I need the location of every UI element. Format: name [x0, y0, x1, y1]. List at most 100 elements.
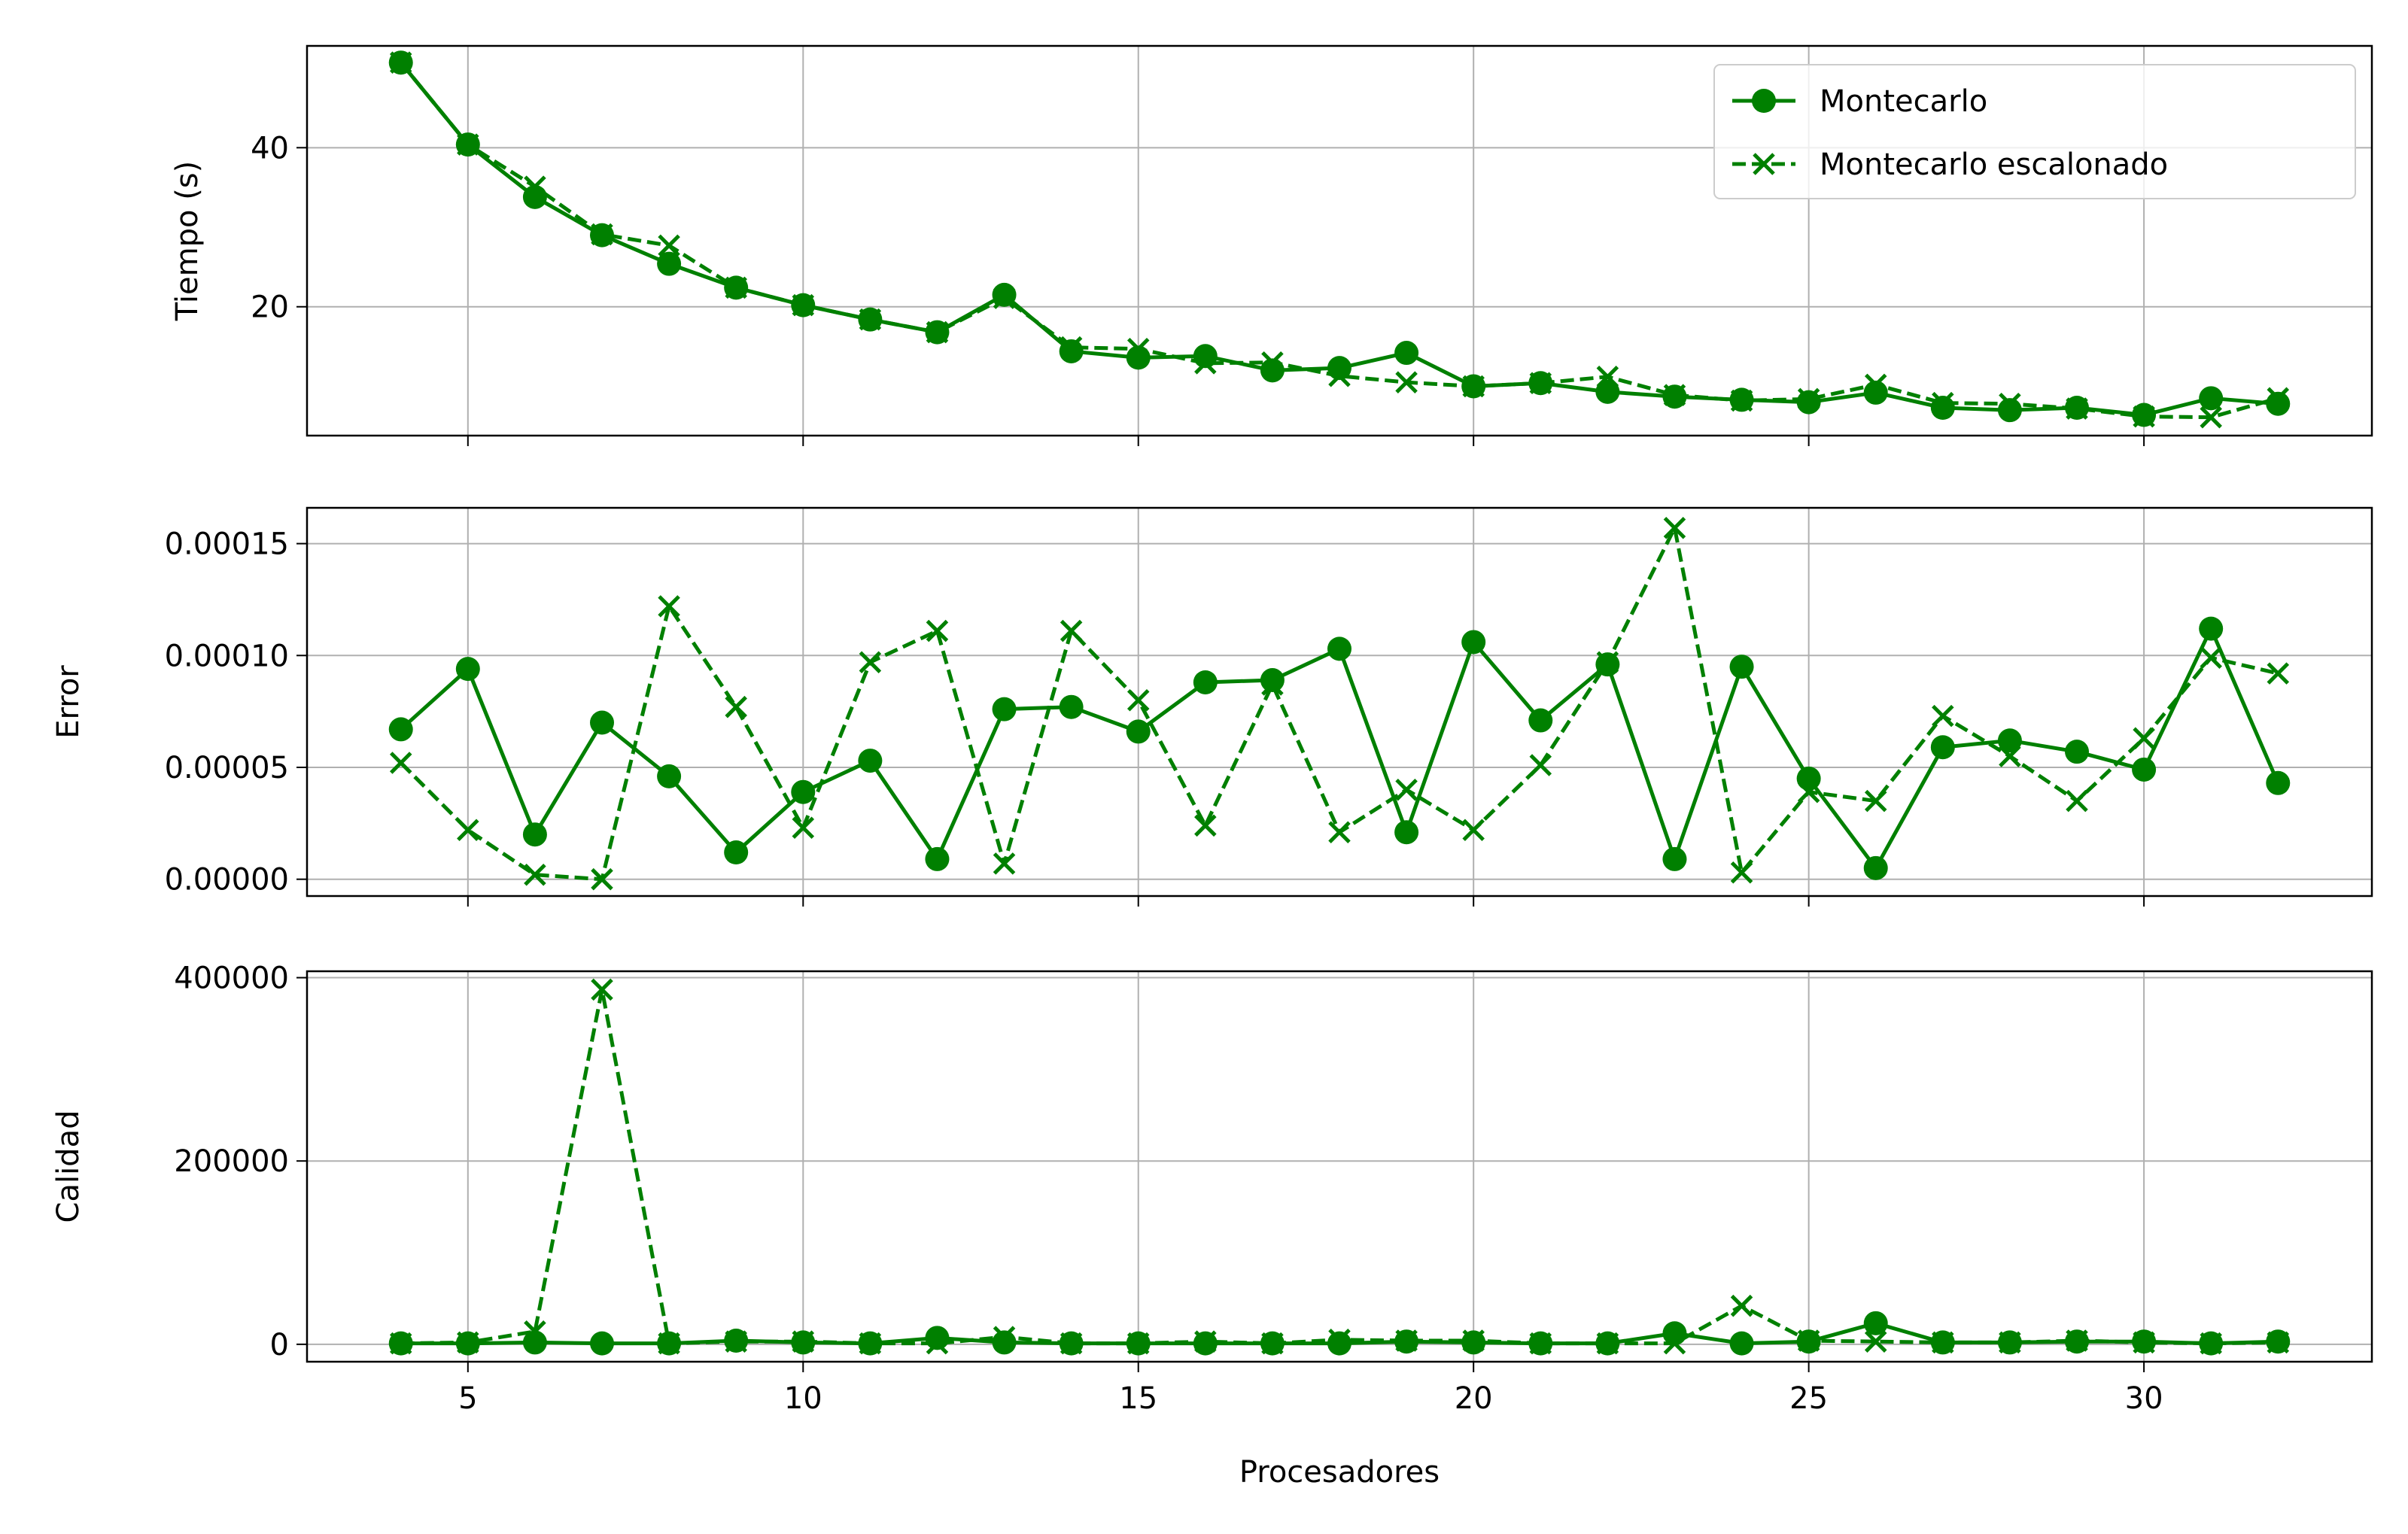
data-point-x — [1060, 336, 1083, 359]
data-point — [1193, 670, 1218, 694]
y-axis-label: Tiempo (s) — [170, 161, 205, 322]
data-point-x — [2200, 646, 2222, 670]
data-point-x — [1999, 392, 2021, 415]
y-tick-label: 400000 — [174, 961, 289, 996]
data-point — [455, 657, 480, 682]
data-point-x — [1797, 780, 1820, 803]
data-point-x — [524, 1320, 546, 1343]
data-point-x — [993, 1326, 1016, 1348]
data-point-x — [2066, 789, 2088, 813]
data-point-x — [1999, 745, 2021, 767]
legend-label: Montecarlo — [1820, 84, 1987, 119]
data-point-x — [1932, 391, 1954, 415]
data-point — [925, 1326, 950, 1350]
x-tick-label: 30 — [2125, 1381, 2163, 1416]
data-point — [1394, 341, 1419, 366]
legend-marker-x — [1753, 153, 1775, 175]
data-point-x — [792, 816, 815, 840]
data-point-x — [725, 695, 747, 718]
y-tick-label: 0 — [270, 1328, 289, 1362]
x-tick-label: 20 — [1455, 1381, 1493, 1416]
x-tick-label: 25 — [1789, 1381, 1828, 1416]
data-point-x — [926, 1332, 949, 1355]
data-point-x — [1596, 1332, 1619, 1355]
axes-frame — [306, 44, 2373, 437]
data-point — [1729, 1331, 1754, 1356]
data-point-x — [1663, 384, 1686, 406]
axes-frame — [306, 970, 2373, 1363]
data-point-x — [457, 819, 479, 842]
data-point-x — [993, 287, 1016, 309]
data-point-x — [1529, 372, 1552, 394]
y-tick-label: 20 — [251, 290, 289, 325]
data-point-x — [725, 276, 747, 299]
data-point — [1327, 1331, 1351, 1356]
legend: Montecarlo Montecarlo escalonado — [1713, 64, 2356, 199]
data-point-x — [1462, 1329, 1485, 1352]
data-point-x — [1932, 704, 1954, 728]
data-point — [1863, 855, 1888, 880]
data-point-x — [1999, 1331, 2021, 1354]
data-point — [522, 822, 547, 847]
y-axis-label: Error — [51, 665, 86, 739]
y-tick-label: 0.00015 — [165, 527, 289, 562]
data-point-x — [1663, 516, 1686, 539]
x-tick-label: 5 — [458, 1381, 477, 1416]
data-point-x — [1663, 1332, 1686, 1355]
y-tick-label: 0.00000 — [165, 863, 289, 898]
data-point-x — [1529, 754, 1552, 776]
data-point-x — [1261, 351, 1284, 374]
data-point-x — [1261, 1332, 1284, 1355]
data-point — [1930, 735, 1955, 760]
data-point-x — [1328, 364, 1351, 387]
data-point-x — [524, 863, 546, 886]
data-point-x — [859, 1332, 882, 1355]
data-point-x — [591, 223, 613, 246]
data-point-x — [2066, 397, 2088, 420]
data-point — [2132, 757, 2157, 782]
data-point — [1260, 668, 1285, 693]
data-point-x — [1126, 689, 1150, 712]
data-point-x — [1060, 619, 1083, 642]
data-point — [1863, 1311, 1888, 1335]
data-point — [1796, 766, 1821, 791]
data-point-x — [591, 867, 613, 891]
data-point-x — [1126, 338, 1150, 360]
data-point — [1059, 339, 1084, 363]
y-tick-label: 40 — [251, 131, 289, 166]
data-point — [657, 764, 682, 788]
data-point-x — [658, 595, 680, 618]
data-point-x — [1462, 375, 1485, 398]
data-point-x — [389, 752, 412, 774]
data-point-x — [1328, 1328, 1351, 1351]
data-point-x — [1328, 821, 1351, 844]
data-point-x — [658, 1332, 680, 1355]
data-point-x — [2267, 1331, 2290, 1354]
data-point-x — [2133, 405, 2155, 428]
data-point — [2199, 386, 2224, 411]
data-point — [1528, 708, 1553, 733]
data-point-x — [1864, 1330, 1887, 1353]
data-point — [992, 1330, 1017, 1355]
data-point-x — [2267, 387, 2290, 410]
x-tick-label: 10 — [784, 1381, 822, 1416]
data-point-x — [389, 1332, 412, 1355]
data-point — [1327, 636, 1351, 661]
data-point-x — [1730, 1294, 1753, 1317]
data-point — [1059, 694, 1084, 719]
data-point-x — [2133, 727, 2155, 750]
data-point-x — [1529, 1332, 1552, 1355]
data-point-x — [457, 1331, 479, 1354]
data-point-x — [1395, 778, 1418, 801]
data-point — [657, 251, 682, 276]
data-point-x — [1194, 814, 1217, 837]
data-point-x — [1194, 1330, 1217, 1353]
data-point-x — [2200, 406, 2222, 429]
data-point-x — [524, 175, 546, 198]
data-point — [925, 846, 950, 871]
data-point-x — [1395, 1329, 1418, 1352]
data-point-x — [993, 852, 1016, 875]
data-point — [724, 840, 749, 865]
legend-marker-circle — [1752, 89, 1776, 113]
